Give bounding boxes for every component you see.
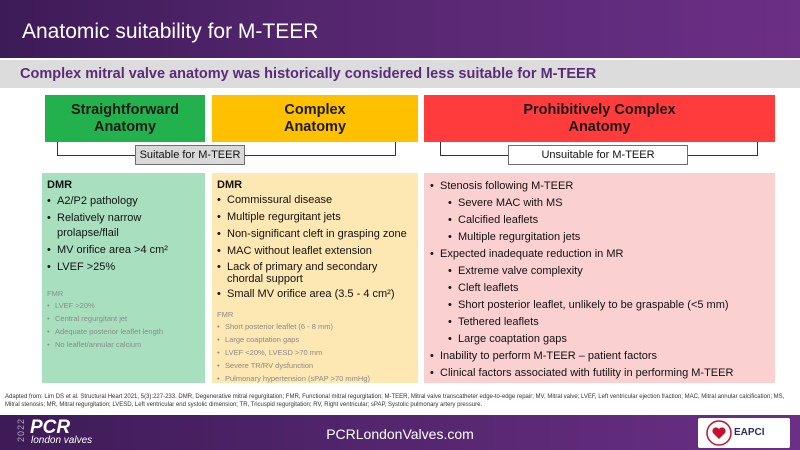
eapci-logo bbox=[698, 418, 790, 448]
list-item: Inability to perform M-TEER – patient fa… bbox=[430, 349, 769, 364]
list-item: Calcified leaflets bbox=[448, 213, 769, 228]
list-item: Central regurgitant jet bbox=[47, 314, 200, 323]
list-item: Relatively narrow prolapse/flail bbox=[47, 211, 200, 241]
list-item: Tethered leaflets bbox=[448, 315, 769, 330]
slide-title: Anatomic suitability for M-TEER bbox=[22, 20, 319, 43]
suitable-tag: Suitable for M-TEER bbox=[135, 145, 245, 165]
fmr-heading: FMR bbox=[217, 310, 234, 319]
slide-subtitle: Complex mitral valve anatomy was histori… bbox=[20, 66, 597, 82]
dmr-heading: DMR bbox=[47, 179, 73, 191]
references-footnote: Adapted from: Lim DS et al. Structural H… bbox=[5, 394, 785, 408]
pcr-logo-subtitle: london valves bbox=[31, 435, 93, 446]
list-item: Stenosis following M-TEER bbox=[430, 179, 769, 194]
category-complex: Complex Anatomy bbox=[212, 95, 418, 142]
pcr-logo: PCR bbox=[30, 417, 71, 438]
prohibitive-criteria-list: Stenosis following M-TEER Severe MAC wit… bbox=[430, 179, 769, 381]
list-item: LVEF >25% bbox=[47, 260, 200, 275]
list-item: Multiple regurgitant jets bbox=[217, 210, 413, 225]
event-url[interactable]: PCRLondonValves.com bbox=[326, 426, 474, 442]
category-prohibitive: Prohibitively Complex Anatomy bbox=[424, 95, 775, 142]
list-item: Pulmonary hypertension (sPAP >70 mmHg) bbox=[217, 374, 413, 383]
footer-bar bbox=[0, 415, 800, 450]
list-item: Short posterior leaflet, unlikely to be … bbox=[448, 298, 769, 313]
list-item: A2/P2 pathology bbox=[47, 194, 200, 209]
unsuitable-tag: Unsuitable for M-TEER bbox=[508, 145, 688, 165]
list-item: Commissural disease bbox=[217, 193, 413, 208]
list-item: Extreme valve complexity bbox=[448, 264, 769, 279]
list-item: Expected inadequate reduction in MR bbox=[430, 247, 769, 262]
list-item: Large coaptation gaps bbox=[217, 335, 413, 344]
list-item: No leaflet/annular calcium bbox=[47, 340, 200, 349]
list-item: Non-significant cleft in grasping zone bbox=[217, 227, 413, 242]
list-item: MV orifice area >4 cm² bbox=[47, 243, 200, 258]
list-item: Severe TR/RV dysfunction bbox=[217, 361, 413, 370]
straightforward-panel: DMR A2/P2 pathology Relatively narrow pr… bbox=[42, 173, 205, 383]
list-item: Cleft leaflets bbox=[448, 281, 769, 296]
title-bar bbox=[0, 0, 800, 58]
list-item: LVEF >20% bbox=[47, 301, 200, 310]
complex-panel: DMR Commissural disease Multiple regurgi… bbox=[212, 173, 418, 383]
fmr-criteria-list: Short posterior leaflet (6 - 8 mm) Large… bbox=[217, 322, 413, 383]
list-item: Adequate posterior leaflet length bbox=[47, 327, 200, 336]
fmr-criteria-list: LVEF >20% Central regurgitant jet Adequa… bbox=[47, 301, 200, 349]
subtitle-bar bbox=[0, 60, 800, 88]
dmr-criteria-list: A2/P2 pathology Relatively narrow prolap… bbox=[47, 194, 200, 275]
list-item: Small MV orifice area (3.5 - 4 cm²) bbox=[217, 287, 413, 302]
dmr-criteria-list: Commissural disease Multiple regurgitant… bbox=[217, 193, 413, 302]
list-item: Short posterior leaflet (6 - 8 mm) bbox=[217, 322, 413, 331]
list-item: Clinical factors associated with futilit… bbox=[430, 366, 769, 381]
list-item: Lack of primary and secondary chordal su… bbox=[217, 261, 413, 285]
eapci-label: EAPCI bbox=[734, 427, 765, 438]
category-straightforward: Straightforward Anatomy bbox=[45, 95, 205, 142]
fmr-heading: FMR bbox=[47, 289, 64, 298]
list-item: LVEF <20%, LVESD >70 mm bbox=[217, 348, 413, 357]
list-item: Severe MAC with MS bbox=[448, 196, 769, 211]
heart-icon bbox=[706, 420, 732, 446]
prohibitive-panel: Stenosis following M-TEER Severe MAC wit… bbox=[424, 173, 775, 383]
list-item: Large coaptation gaps bbox=[448, 332, 769, 347]
list-item: MAC without leaflet extension bbox=[217, 244, 413, 259]
list-item: Multiple regurgitation jets bbox=[448, 230, 769, 245]
dmr-heading: DMR bbox=[217, 179, 243, 191]
